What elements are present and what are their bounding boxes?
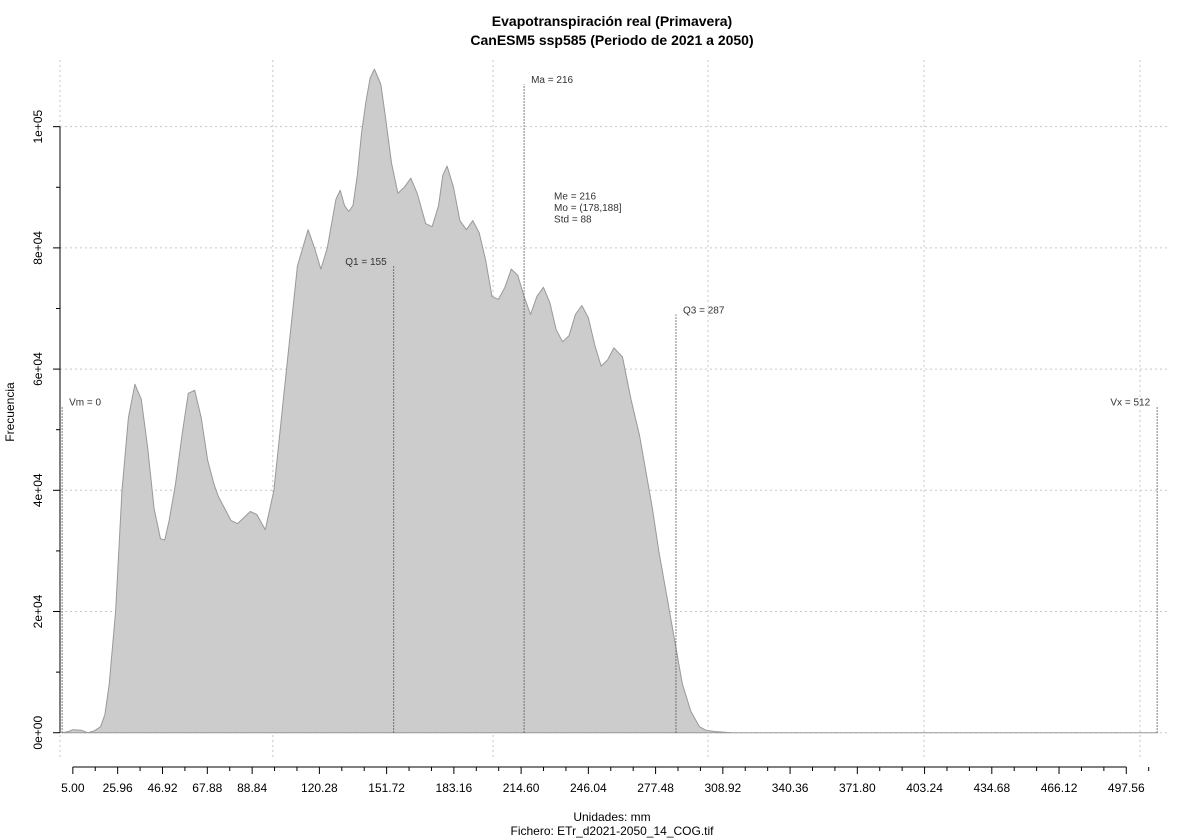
y-axis: 0e+00 2e+04 4e+04 6e+04 8e+04 1e+05 xyxy=(31,109,61,750)
x-tick-label: 88.84 xyxy=(237,781,267,795)
stats-line: Me = 216 xyxy=(554,191,596,202)
y-tick-label: 8e+04 xyxy=(31,231,45,265)
x-tick-label: 434.68 xyxy=(973,781,1010,795)
x-tick-label: 308.92 xyxy=(704,781,741,795)
x-tick-label: 246.04 xyxy=(570,781,607,795)
marker-label: Q3 = 287 xyxy=(683,306,725,317)
x-tick-label: 340.36 xyxy=(772,781,809,795)
density-polygon xyxy=(61,68,1158,734)
y-tick-label: 4e+04 xyxy=(31,473,45,507)
stats-line: Std = 88 xyxy=(554,214,592,225)
file-caption: Fichero: ETr_d2021-2050_14_COG.tif xyxy=(511,824,715,838)
x-tick-label: 183.16 xyxy=(436,781,473,795)
marker-label: Vm = 0 xyxy=(69,398,101,409)
x-axis: 5.00 25.96 46.92 67.88 88.84 120.28 151.72 183.… xyxy=(61,766,1150,795)
marker-label: Q1 = 155 xyxy=(345,257,387,268)
density-area xyxy=(61,68,1158,734)
marker-label: Ma = 216 xyxy=(531,75,573,86)
x-tick-label: 371.80 xyxy=(839,781,876,795)
x-tick-label: 25.96 xyxy=(103,781,133,795)
y-tick-label: 6e+04 xyxy=(31,352,45,386)
y-tick-label: 0e+00 xyxy=(31,716,45,750)
x-tick-label: 120.28 xyxy=(301,781,338,795)
chart-subtitle: CanESM5 ssp585 (Periodo de 2021 a 2050) xyxy=(470,32,753,48)
marker-label: Vx = 512 xyxy=(1110,398,1150,409)
y-tick-label: 2e+04 xyxy=(31,594,45,628)
x-tick-label: 214.60 xyxy=(503,781,540,795)
x-tick-label: 67.88 xyxy=(192,781,222,795)
x-tick-label: 151.72 xyxy=(368,781,405,795)
stat-markers: Vm = 0 Q1 = 155 Ma = 216 Q3 = 287 Vx = 512 xyxy=(61,75,1158,733)
y-tick-label: 1e+05 xyxy=(31,109,45,143)
x-tick-label: 277.48 xyxy=(637,781,674,795)
x-tick-label: 46.92 xyxy=(147,781,177,795)
chart-title: Evapotranspiración real (Primavera) xyxy=(492,13,732,29)
x-axis-label: Unidades: mm xyxy=(573,810,650,824)
x-tick-label: 466.12 xyxy=(1041,781,1078,795)
stats-line: Mo = (178,188] xyxy=(554,203,622,214)
y-axis-label: Frecuencia xyxy=(3,382,17,442)
x-tick-label: 497.56 xyxy=(1108,781,1145,795)
x-tick-label: 5.00 xyxy=(61,781,85,795)
x-tick-label: 403.24 xyxy=(906,781,943,795)
